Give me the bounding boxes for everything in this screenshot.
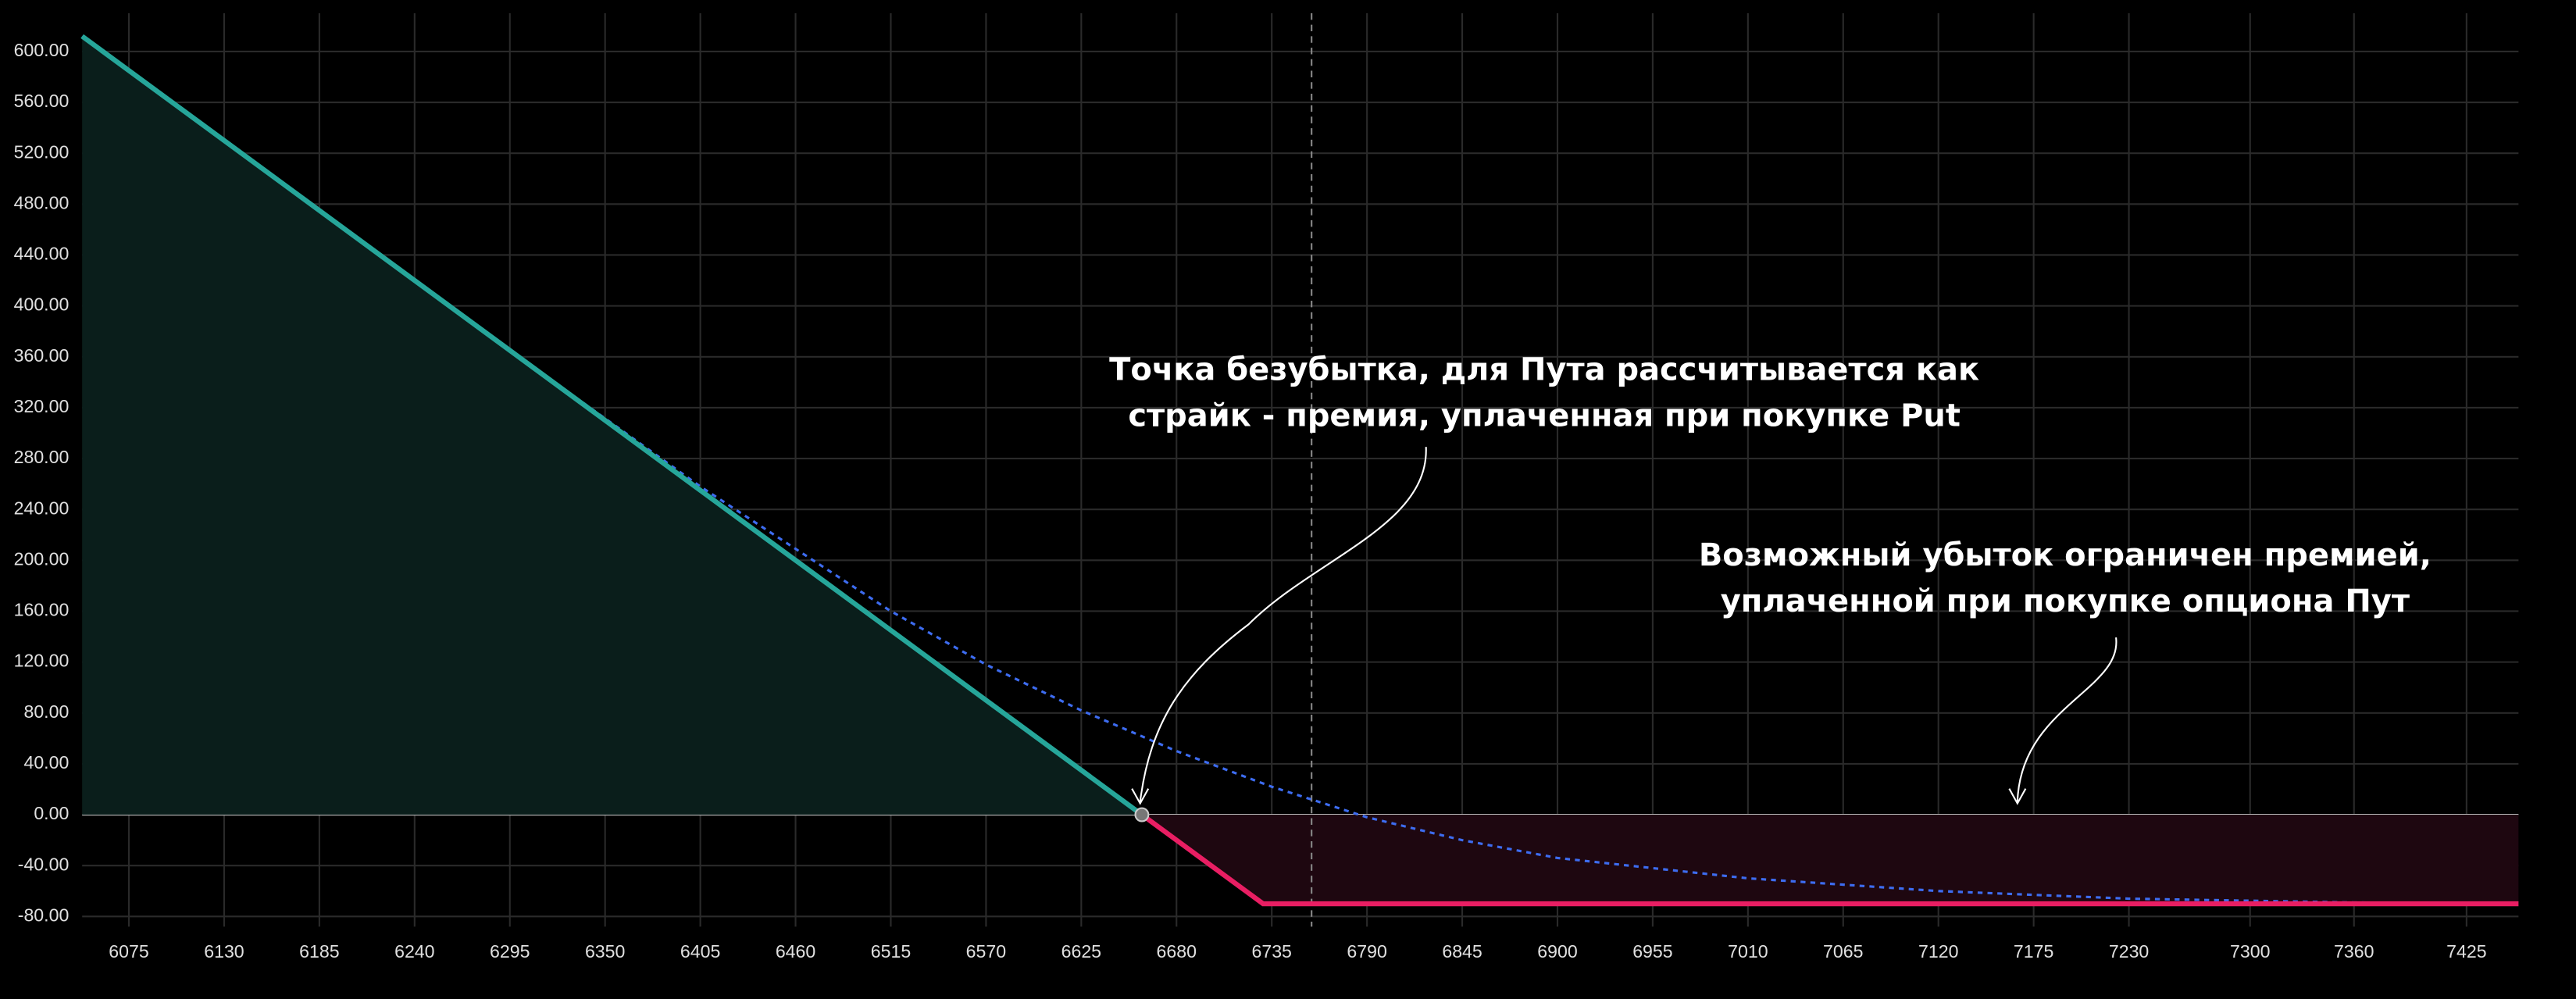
x-tick-label: 6295 [490, 941, 530, 962]
y-tick-label: 400.00 [14, 294, 70, 315]
y-tick-label: 600.00 [14, 40, 70, 60]
x-tick-label: 7065 [1823, 941, 1863, 962]
y-tick-label: -40.00 [18, 854, 70, 874]
y-tick-label: 480.00 [14, 192, 70, 212]
x-tick-label: 6130 [204, 941, 244, 962]
x-tick-label: 7175 [2014, 941, 2053, 962]
x-tick-label: 7425 [2446, 941, 2486, 962]
x-tick-label: 6790 [1347, 941, 1386, 962]
x-tick-label: 6680 [1157, 941, 1197, 962]
y-tick-label: 280.00 [14, 447, 70, 467]
annotation: Точка безубытка, для Пута рассчитывается… [1109, 351, 1979, 387]
y-tick-label: -80.00 [18, 904, 70, 925]
x-tick-label: 6405 [680, 941, 720, 962]
y-tick-label: 40.00 [23, 752, 69, 772]
series-line [1140, 812, 2519, 907]
area [82, 36, 1142, 815]
x-tick-label: 7010 [1728, 941, 1768, 962]
y-tick-label: 320.00 [14, 396, 70, 416]
x-tick-label: 7360 [2334, 941, 2374, 962]
area [1141, 815, 2519, 904]
y-tick-label: 440.00 [14, 244, 70, 264]
x-tick-label: 6515 [871, 941, 911, 962]
y-tick-label: 240.00 [14, 498, 70, 518]
x-tick-label: 7300 [2230, 941, 2270, 962]
x-tick-label: 6735 [1251, 941, 1291, 962]
y-tick-label: 120.00 [14, 651, 70, 671]
series-line [81, 35, 2519, 905]
x-tick-label: 6350 [585, 941, 625, 962]
annotation: страйк - премия, уплаченная при покупке … [1128, 398, 1961, 433]
y-tick-label: 360.00 [14, 345, 70, 366]
x-tick-label: 6845 [1442, 941, 1482, 962]
y-tick-label: 80.00 [23, 701, 69, 722]
annotation: уплаченной при покупке опциона Пут [1721, 583, 2410, 619]
arrow-head [2008, 788, 2027, 805]
arrow [1139, 447, 1427, 802]
x-tick-label: 6075 [109, 941, 148, 962]
breakeven-point [1134, 807, 1150, 822]
y-tick-label: 160.00 [14, 600, 70, 620]
x-tick-label: 6570 [966, 941, 1006, 962]
x-tick-label: 6460 [776, 941, 815, 962]
series-line [80, 34, 1144, 817]
x-tick-label: 6240 [394, 941, 434, 962]
x-tick-label: 7230 [2109, 941, 2149, 962]
y-tick-label: 200.00 [14, 548, 70, 569]
y-tick-label: 560.00 [14, 91, 70, 111]
arrow [2016, 637, 2118, 802]
annotation: Возможный убыток ограничен премией, [1699, 537, 2432, 573]
x-tick-label: 6955 [1632, 941, 1672, 962]
arrow-head [1131, 788, 1150, 805]
y-tick-label: 0.00 [34, 803, 69, 823]
y-tick-label: 520.00 [14, 141, 70, 162]
x-tick-label: 6185 [299, 941, 339, 962]
x-tick-label: 7120 [1918, 941, 1958, 962]
x-tick-label: 6625 [1061, 941, 1101, 962]
x-tick-label: 6900 [1537, 941, 1577, 962]
